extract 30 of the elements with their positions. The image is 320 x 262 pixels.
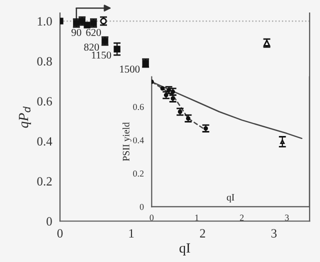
y-tick-label: 0.2 (133, 170, 144, 177)
point (84, 22, 90, 28)
y-tick-label: 0.8 (37, 57, 52, 66)
x-tick-label: 0 (57, 229, 63, 238)
y-tick-label: 0.2 (37, 177, 52, 186)
y-tick-label: 0.6 (37, 97, 52, 106)
x-axis-title: qI (180, 243, 190, 256)
x-tick-label: 1 (195, 214, 198, 221)
y-tick-label: 1.0 (38, 17, 52, 26)
annotation: 1500 (120, 66, 140, 73)
annotation: 820 (84, 44, 99, 51)
annotation: 1150 (92, 52, 112, 59)
point (114, 46, 120, 52)
y-tick-label: 0.4 (37, 137, 52, 146)
y-tick-label: 0.4 (133, 137, 144, 144)
x-tick-label: 3 (285, 214, 289, 221)
x-tick-label: 0 (150, 214, 154, 221)
y-axis-title: qP$_{d}$ (18, 106, 32, 128)
x-tick-label: 3 (271, 229, 277, 238)
annotation: 620 (86, 28, 101, 36)
y-tick-label: 0.6 (133, 104, 144, 110)
x-tick-label: 1 (129, 229, 134, 238)
y-axis-title: PSII yield (122, 122, 132, 162)
x-tick-label: 2 (200, 229, 206, 238)
x-axis-title: qI (226, 194, 234, 203)
y-tick-label: 0 (140, 204, 144, 210)
x-tick-label: 2 (240, 214, 244, 221)
annotation: 90 (72, 28, 82, 36)
point (280, 140, 285, 144)
point (160, 86, 165, 91)
